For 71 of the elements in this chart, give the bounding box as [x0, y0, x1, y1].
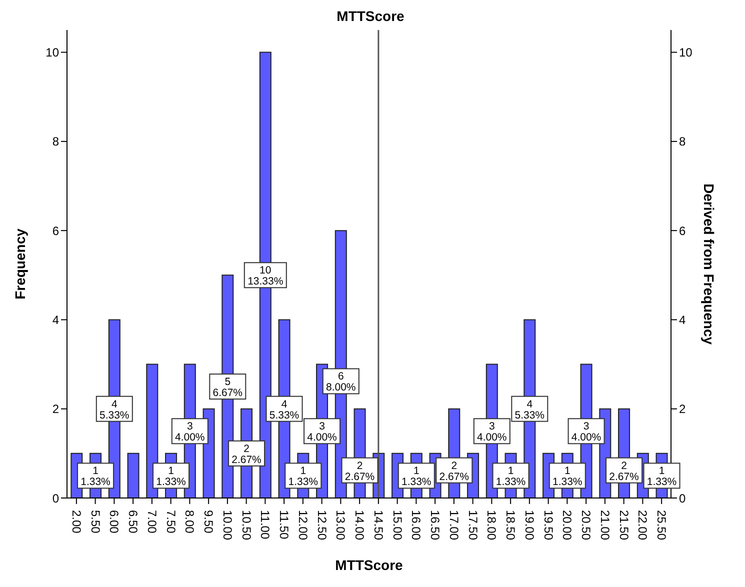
data-label: 4 5.33% [100, 398, 130, 422]
data-label: 1 1.33% [646, 465, 677, 488]
data-label: 2 2.67% [232, 442, 262, 466]
data-label: 2 2.67% [344, 460, 375, 483]
data-label: 4 5.33% [269, 398, 300, 422]
x-tick-label: 12.00 [296, 510, 310, 540]
chart-title: MTTScore [336, 8, 406, 24]
x-tick-label: 5.50 [88, 510, 102, 534]
y2-tick-label: 8 [679, 134, 686, 149]
x-tick-label: 17.00 [446, 510, 461, 540]
x-axis-title: MTTScore [335, 557, 404, 573]
x-tick-label: 21.00 [598, 510, 612, 540]
y-tick-label: 8 [52, 134, 60, 149]
data-label: 2 2.67% [609, 460, 639, 483]
x-tick-label: 11.00 [258, 510, 272, 540]
data-label: 6 8.00% [326, 370, 356, 394]
bar [146, 364, 158, 498]
x-tick-label: 20.50 [579, 510, 594, 540]
x-tick-label: 6.00 [107, 510, 122, 534]
x-tick-label: 19.50 [541, 510, 556, 540]
data-label: 2 2.67% [439, 460, 470, 483]
x-tick-label: 16.00 [409, 510, 424, 540]
y-tick-label: 4 [52, 312, 60, 327]
y-tick-label: 6 [52, 224, 60, 238]
x-tick-label: 18.00 [484, 510, 499, 540]
data-label: 3 4.00% [175, 420, 205, 444]
data-label: 1 1.33% [288, 465, 318, 488]
x-tick-label: 11.50 [277, 510, 292, 540]
x-tick-label: 12.50 [314, 510, 329, 540]
x-tick-label: 7.00 [144, 510, 159, 534]
x-tick-label: 15.00 [390, 510, 404, 540]
x-tick-label: 13.00 [334, 510, 348, 540]
x-tick-label: 10.00 [220, 510, 234, 540]
x-tick-label: 8.00 [182, 510, 197, 534]
data-label: 1 1.33% [496, 465, 526, 488]
data-label: 1 1.33% [402, 465, 432, 488]
y-tick-label: 10 [46, 46, 60, 60]
y2-axis-title: Derived from Frequency [701, 183, 718, 345]
data-label: 3 4.00% [571, 420, 602, 444]
x-tick-label: 16.50 [428, 510, 442, 540]
x-tick-label: 14.00 [352, 510, 367, 540]
x-tick-label: 18.50 [504, 510, 518, 540]
y-axis-title: Frequency [12, 228, 28, 300]
y2-tick-label: 2 [679, 402, 686, 416]
data-label: 1 1.33% [156, 465, 186, 488]
data-label: 3 4.00% [307, 420, 337, 444]
x-tick-label: 7.50 [164, 510, 178, 534]
data-label: 1 1.33% [80, 465, 110, 488]
bar [127, 452, 140, 498]
x-tick-label: 25.50 [654, 510, 669, 540]
y2-tick-label: 0 [679, 491, 686, 506]
x-tick-label: 21.50 [616, 510, 631, 540]
data-label: 3 4.00% [477, 420, 507, 444]
data-label: 5 6.67% [212, 376, 243, 400]
y-tick-label: 2 [52, 402, 60, 416]
x-tick-label: 14.50 [371, 510, 386, 540]
x-tick-label: 6.50 [126, 510, 140, 534]
x-tick-label: 19.00 [522, 510, 536, 540]
y-tick-label: 0 [52, 491, 60, 506]
x-tick-label: 2.00 [69, 510, 84, 534]
data-label: 10 13.33% [248, 264, 284, 288]
y2-tick-label: 6 [679, 224, 686, 238]
x-tick-label: 9.50 [202, 510, 216, 534]
data-label: 4 5.33% [514, 398, 545, 422]
x-tick-label: 22.00 [636, 510, 650, 540]
x-tick-label: 10.50 [239, 510, 254, 540]
data-label: 1 1.33% [552, 465, 582, 488]
x-tick-label: 20.00 [560, 510, 574, 540]
y2-tick-label: 4 [679, 312, 686, 327]
x-tick-label: 17.50 [466, 510, 480, 540]
y2-tick-label: 10 [679, 46, 693, 60]
